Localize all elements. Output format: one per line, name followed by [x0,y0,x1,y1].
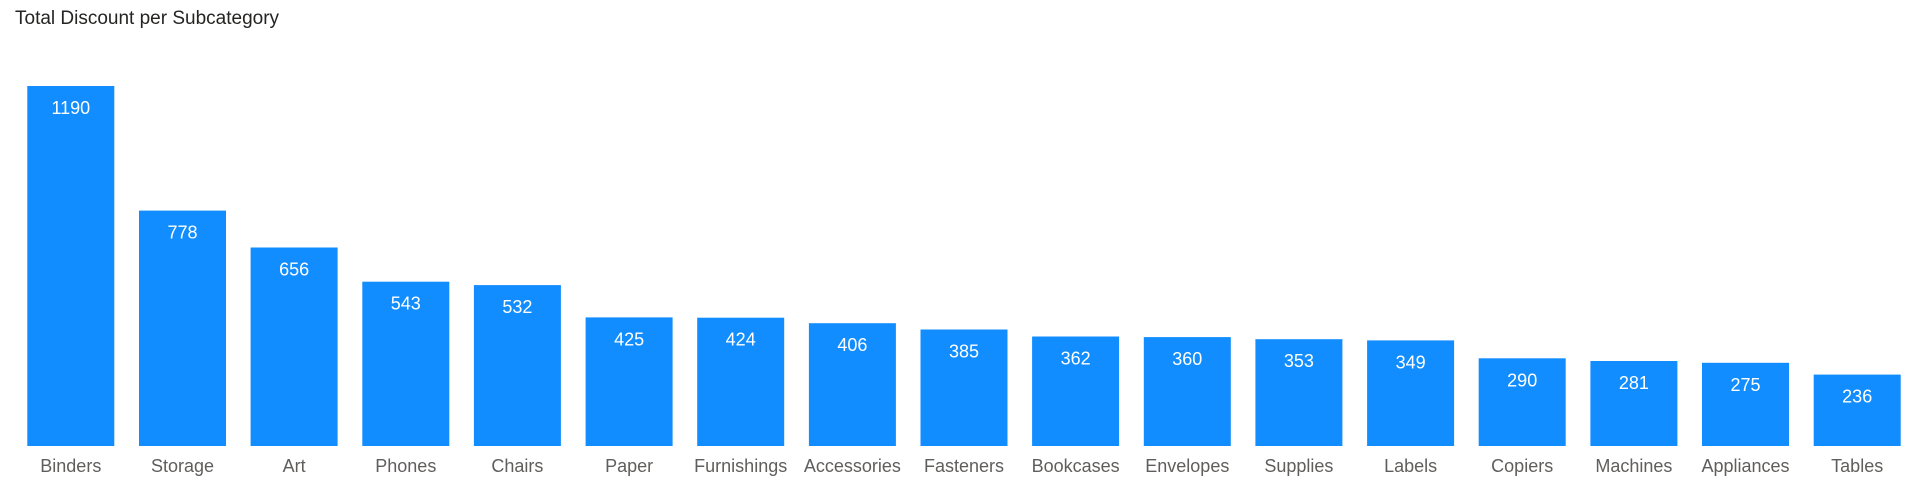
x-tick-art: Art [283,456,306,476]
bar-envelopes[interactable] [1143,337,1231,446]
x-tick-storage: Storage [151,456,214,476]
data-label-furnishings: 424 [726,330,756,350]
data-label-chairs: 532 [502,297,532,317]
x-tick-bookcases: Bookcases [1032,456,1120,476]
data-label-tables: 236 [1842,387,1872,407]
bar-fasteners[interactable] [920,329,1008,447]
x-tick-phones: Phones [375,456,436,476]
data-label-machines: 281 [1619,373,1649,393]
data-label-paper: 425 [614,329,644,349]
x-tick-fasteners: Fasteners [924,456,1004,476]
bar-chairs[interactable] [473,285,561,446]
bar-paper[interactable] [585,317,673,446]
x-tick-binders: Binders [40,456,101,476]
bar-storage[interactable] [139,210,226,446]
bar-machines[interactable] [1590,361,1678,446]
bar-copiers[interactable] [1478,358,1566,446]
bar-labels[interactable] [1367,340,1455,446]
data-label-phones: 543 [391,294,421,314]
chart-title: Total Discount per Subcategory [15,8,280,29]
x-tick-copiers: Copiers [1491,456,1553,476]
bar-furnishings[interactable] [697,317,785,446]
x-tick-tables: Tables [1831,456,1883,476]
x-axis-tick-labels: Binders Storage Art Phones Chairs Paper Furnis… [40,456,1883,476]
bar-art[interactable] [250,247,338,447]
data-label-bookcases: 362 [1061,349,1091,369]
bar-supplies[interactable] [1255,339,1343,446]
data-label-labels: 349 [1396,352,1426,372]
bar-accessories[interactable] [808,323,896,446]
bars-group [27,86,1901,447]
bar-appliances[interactable] [1702,362,1789,446]
x-tick-furnishings: Furnishings [694,456,787,476]
x-tick-paper: Paper [605,456,653,476]
bar-binders[interactable] [27,86,115,446]
data-labels-group: 1190 778 656 543 532 425 424 406 385 362 360 353 349… [51,98,1872,407]
bar-tables[interactable] [1813,374,1901,446]
data-label-accessories: 406 [837,335,867,355]
data-label-storage: 778 [167,223,197,243]
x-tick-envelopes: Envelopes [1145,456,1229,476]
bar-bookcases[interactable] [1032,336,1120,447]
x-tick-appliances: Appliances [1701,456,1789,476]
data-label-copiers: 290 [1507,370,1537,390]
x-tick-supplies: Supplies [1264,456,1333,476]
x-tick-labels: Labels [1384,456,1437,476]
x-tick-accessories: Accessories [804,456,901,476]
data-label-fasteners: 385 [949,342,979,362]
x-tick-machines: Machines [1595,456,1672,476]
data-label-appliances: 275 [1730,375,1760,395]
x-tick-chairs: Chairs [491,456,543,476]
data-label-envelopes: 360 [1172,349,1202,369]
data-label-supplies: 353 [1284,351,1314,371]
data-label-art: 656 [279,260,309,280]
bar-phones[interactable] [362,281,450,446]
data-label-binders: 1190 [51,98,90,118]
